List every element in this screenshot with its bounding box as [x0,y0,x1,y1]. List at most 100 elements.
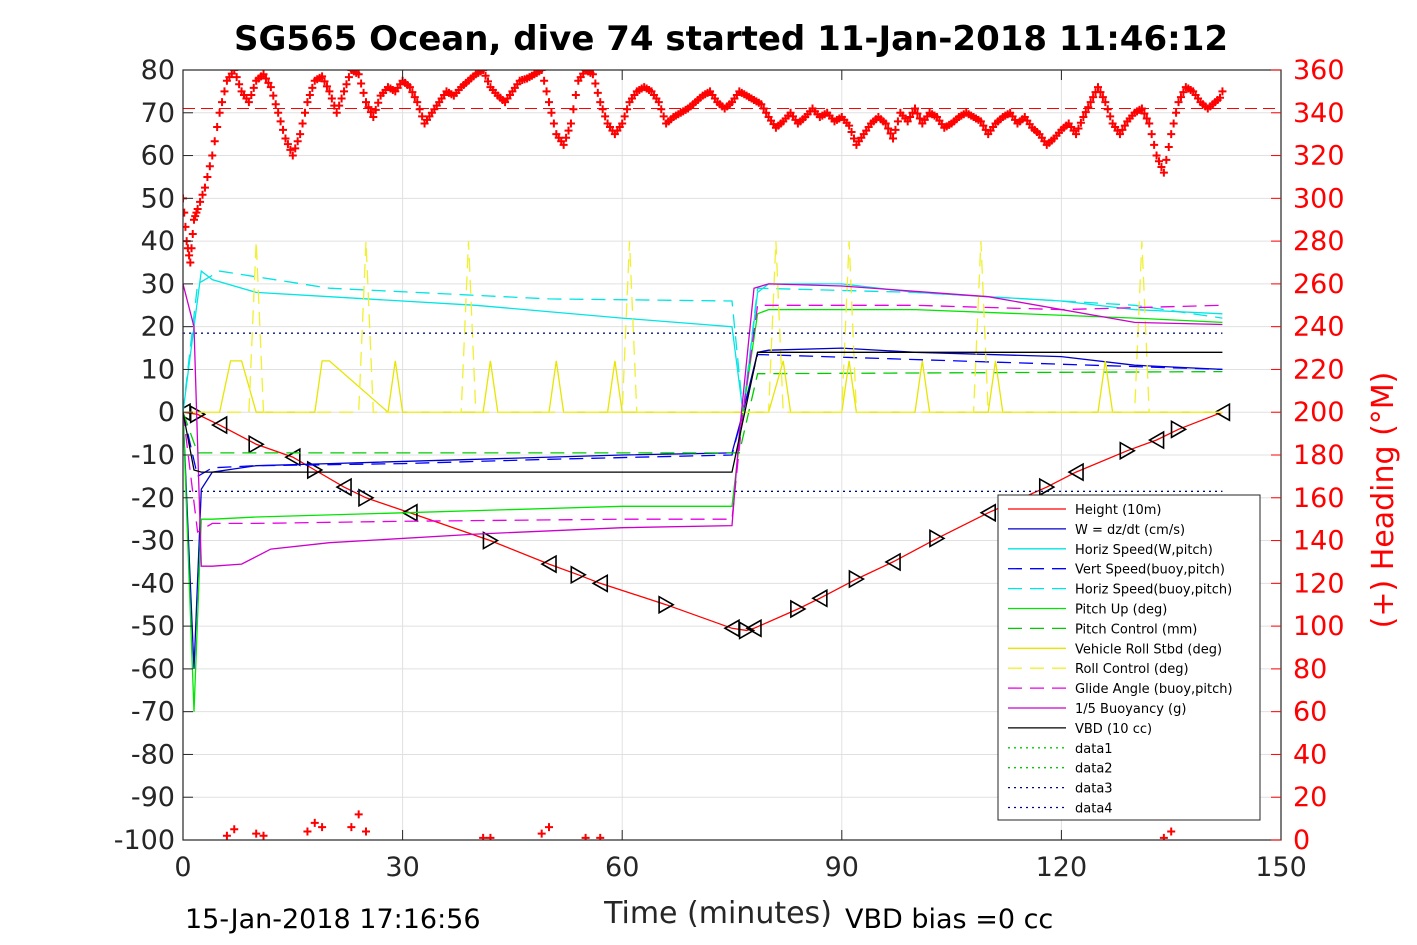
heading-marker [623,105,632,114]
heading-marker [850,134,858,143]
heading-marker [183,208,189,217]
heading-marker [344,73,353,82]
y2-tick-label: 140 [1293,526,1345,557]
heading-marker [891,125,900,134]
heading-marker [303,827,312,836]
series-line-5 [183,308,1223,712]
series-line-9 [183,304,1223,534]
series-line-8 [183,241,1223,413]
heading-marker [357,79,366,88]
legend-label: Vert Speed(buoy,pitch) [1075,563,1225,578]
y-tick-label: 60 [141,141,175,172]
y-tick-label: -20 [131,483,175,514]
heading-marker [298,119,307,128]
heading-marker [757,100,766,109]
heading-marker [318,72,327,81]
y2-tick-label: 60 [1293,697,1327,728]
heading-marker [261,74,270,83]
heading-marker [222,831,231,840]
heading-marker [210,137,219,146]
heading-marker [845,121,854,130]
heading-marker [566,119,575,128]
height-marker [745,618,762,638]
heading-marker [187,244,196,253]
legend-label: Glide Angle (buoy,pitch) [1075,682,1233,697]
heading-marker [374,98,383,107]
heading-marker [1150,140,1159,149]
heading-marker [259,70,268,79]
heading-marker [266,83,275,92]
heading-marker [198,190,207,199]
heading-marker [1152,151,1161,160]
x-tick-label: 150 [1255,852,1307,883]
heading-marker [252,829,261,838]
heading-marker [1159,833,1168,840]
y-tick-label: -50 [131,611,175,642]
heading-marker [347,823,356,832]
heading-marker [911,104,919,113]
heading-marker [1145,119,1154,128]
heading-marker [318,823,327,832]
heading-marker [325,87,334,96]
heading-marker [327,94,336,103]
heading-marker [281,134,290,143]
y-tick-label: -40 [131,568,175,599]
heading-marker [293,137,302,146]
legend-label: VBD (10 cc) [1075,722,1152,737]
heading-marker [593,88,602,97]
heading-marker [915,114,924,123]
heading-marker [1155,157,1163,166]
heading-marker [230,70,239,74]
heading-marker [259,831,268,840]
heading-marker [247,90,256,99]
heading-marker [1176,93,1185,102]
heading-marker [276,117,285,126]
heading-marker [1086,98,1095,107]
heading-marker [884,124,893,133]
heading-marker [1167,130,1176,139]
heading-marker [537,70,546,74]
height-marker [1147,430,1165,450]
heading-marker [274,108,283,117]
heading-marker [283,140,292,149]
heading-marker [269,91,278,100]
heading-marker [205,162,214,171]
heading-marker [545,823,553,832]
height-marker [738,621,756,640]
heading-marker [569,105,578,114]
heading-marker [1101,98,1110,107]
series-group [183,70,1281,840]
y-tick-label: -60 [131,654,175,685]
legend-label: data4 [1075,802,1113,817]
heading-marker [620,112,629,121]
heading-marker [1218,87,1227,96]
y2-tick-label: 120 [1293,568,1345,599]
height-marker [248,434,265,454]
y-tick-label: 30 [141,269,175,300]
heading-marker [418,112,427,121]
heading-marker [185,251,194,260]
y-tick-label: -30 [131,526,175,557]
heading-marker [542,87,551,96]
heading-marker [1079,113,1088,122]
heading-marker [279,125,288,134]
y2-tick-label: 240 [1293,312,1345,343]
heading-marker [906,113,915,122]
heading-marker [903,117,912,126]
heading-marker [371,105,380,114]
heading-marker [230,825,239,834]
y2-tick-label: 80 [1293,654,1327,685]
legend-label: Vehicle Roll Stbd (deg) [1075,642,1222,657]
heading-marker [408,88,417,97]
heading-marker [913,109,922,118]
heading-marker [979,121,988,130]
heading-marker [340,87,349,96]
y-tick-label: 50 [141,183,175,214]
heading-marker [235,80,244,89]
heading-marker [308,83,317,92]
heading-marker [547,108,556,117]
heading-marker [759,104,768,113]
heading-marker [232,73,241,82]
height-marker [1067,462,1084,482]
